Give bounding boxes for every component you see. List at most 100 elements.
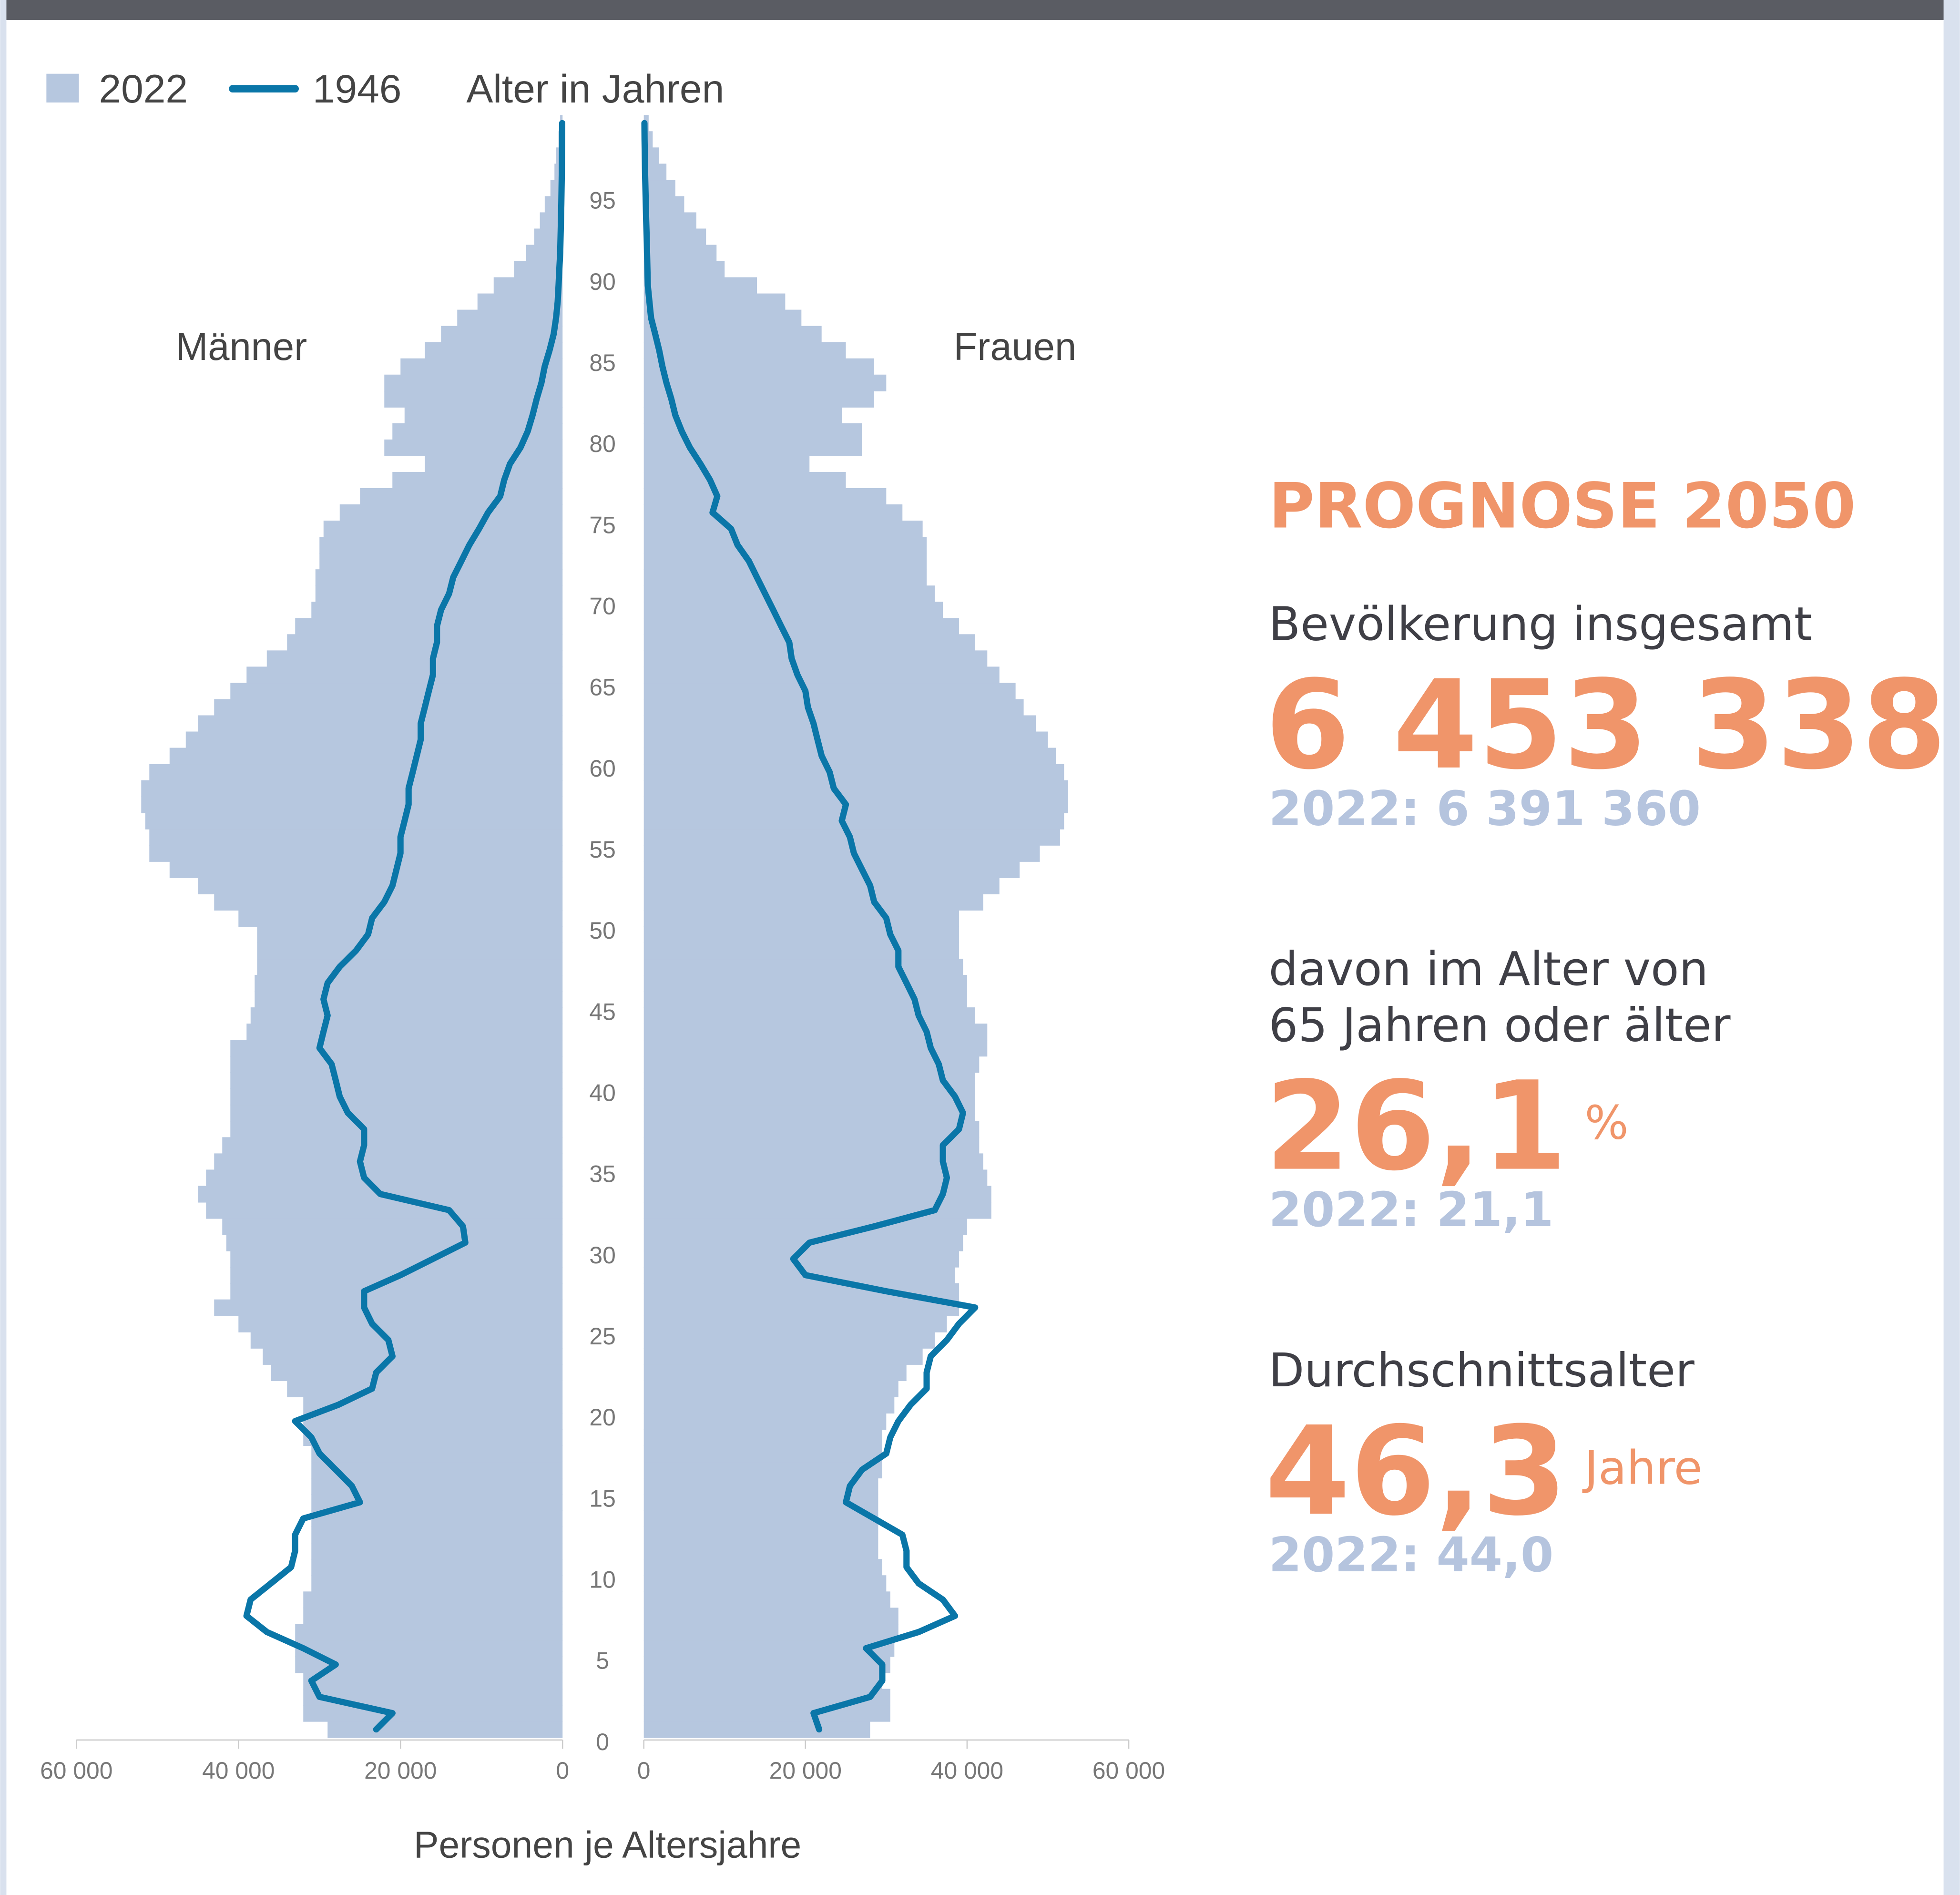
bar	[214, 1299, 563, 1316]
bar	[303, 1608, 563, 1625]
bar	[643, 585, 935, 603]
x-tick-label: 0	[637, 1757, 651, 1784]
panel-label: Männer	[176, 325, 307, 369]
info-label: davon im Alter von	[1269, 942, 1708, 996]
bar	[643, 1105, 975, 1122]
bar	[295, 618, 563, 635]
bar	[643, 1705, 890, 1722]
bar	[643, 650, 988, 667]
bar	[643, 1413, 887, 1430]
info-label: 65 Jahren oder älter	[1269, 998, 1731, 1052]
bar	[643, 1608, 898, 1625]
bar	[246, 666, 563, 684]
bar	[643, 1169, 988, 1187]
bar	[327, 1721, 563, 1738]
y-tick-label: 25	[589, 1323, 615, 1350]
bar	[392, 471, 563, 489]
bar	[643, 1494, 878, 1511]
top-bar	[6, 0, 1944, 20]
x-tick-label: 40 000	[931, 1757, 1003, 1784]
info-previous: 2022: 21,1	[1269, 1183, 1554, 1238]
bar	[141, 780, 563, 797]
y-tick-label: 35	[589, 1161, 615, 1188]
bar	[643, 1121, 980, 1138]
bar	[643, 521, 923, 538]
bar	[643, 1656, 890, 1673]
bar	[257, 926, 563, 943]
bar	[643, 1007, 975, 1024]
bar	[643, 845, 1040, 862]
bar	[643, 1559, 882, 1576]
bar	[643, 374, 887, 391]
y-tick-label: 90	[589, 268, 615, 295]
bar	[643, 958, 963, 976]
y-tick-label: 95	[589, 187, 615, 214]
bar	[250, 1007, 563, 1024]
x-tick-label: 60 000	[40, 1757, 112, 1784]
legend-label: 2022	[99, 66, 188, 111]
bar	[643, 618, 959, 635]
bar	[643, 212, 696, 229]
bar	[643, 861, 1020, 878]
x-tick-label: 40 000	[202, 1757, 275, 1784]
bar	[643, 1624, 898, 1641]
y-tick-label: 50	[589, 917, 615, 944]
bar	[643, 1445, 882, 1463]
bar	[226, 1234, 563, 1251]
bar	[384, 374, 563, 391]
bar	[643, 1478, 878, 1495]
bar	[643, 634, 975, 651]
bar	[643, 196, 684, 213]
bar	[643, 764, 1064, 781]
bar	[311, 1445, 563, 1463]
line	[243, 120, 566, 1733]
bar	[643, 1640, 895, 1657]
bar	[643, 439, 862, 456]
bar	[643, 261, 725, 278]
y-tick-label: 0	[596, 1729, 609, 1755]
bar	[257, 942, 563, 960]
bar	[643, 326, 822, 343]
bar	[643, 342, 846, 359]
bar	[643, 293, 786, 310]
bar	[643, 893, 983, 911]
bar	[643, 683, 1016, 700]
bar	[303, 1429, 563, 1446]
right-border	[1943, 0, 1960, 1895]
bar	[643, 1315, 947, 1332]
bar	[643, 975, 967, 992]
bar	[250, 1332, 563, 1349]
bar	[643, 1575, 887, 1592]
bar	[643, 1543, 878, 1560]
bar	[643, 780, 1068, 797]
bar	[643, 569, 927, 586]
bar	[230, 1283, 563, 1300]
bar	[315, 585, 563, 603]
bar	[311, 1559, 563, 1576]
bar	[643, 488, 887, 505]
bar	[643, 1088, 975, 1106]
bar	[514, 261, 563, 278]
panel-label: Frauen	[954, 325, 1077, 369]
bar	[266, 650, 563, 667]
bar	[149, 764, 563, 781]
bar	[230, 1040, 563, 1057]
y-tick-label: 75	[589, 512, 615, 538]
bar	[643, 180, 675, 197]
bar	[222, 1137, 563, 1154]
bar	[230, 1105, 563, 1122]
bar	[287, 1380, 563, 1397]
bar	[303, 1413, 563, 1430]
bar	[643, 796, 1068, 813]
bar	[643, 245, 717, 262]
bar	[643, 1721, 870, 1738]
bar	[246, 1024, 563, 1041]
bar	[323, 521, 563, 538]
bar	[643, 1396, 895, 1414]
bar	[643, 455, 810, 473]
bar	[643, 1332, 935, 1349]
y-tick-label: 20	[589, 1404, 615, 1431]
bar	[214, 1153, 563, 1170]
bar	[230, 1250, 563, 1268]
info-label: Bevölkerung insgesamt	[1269, 597, 1812, 651]
